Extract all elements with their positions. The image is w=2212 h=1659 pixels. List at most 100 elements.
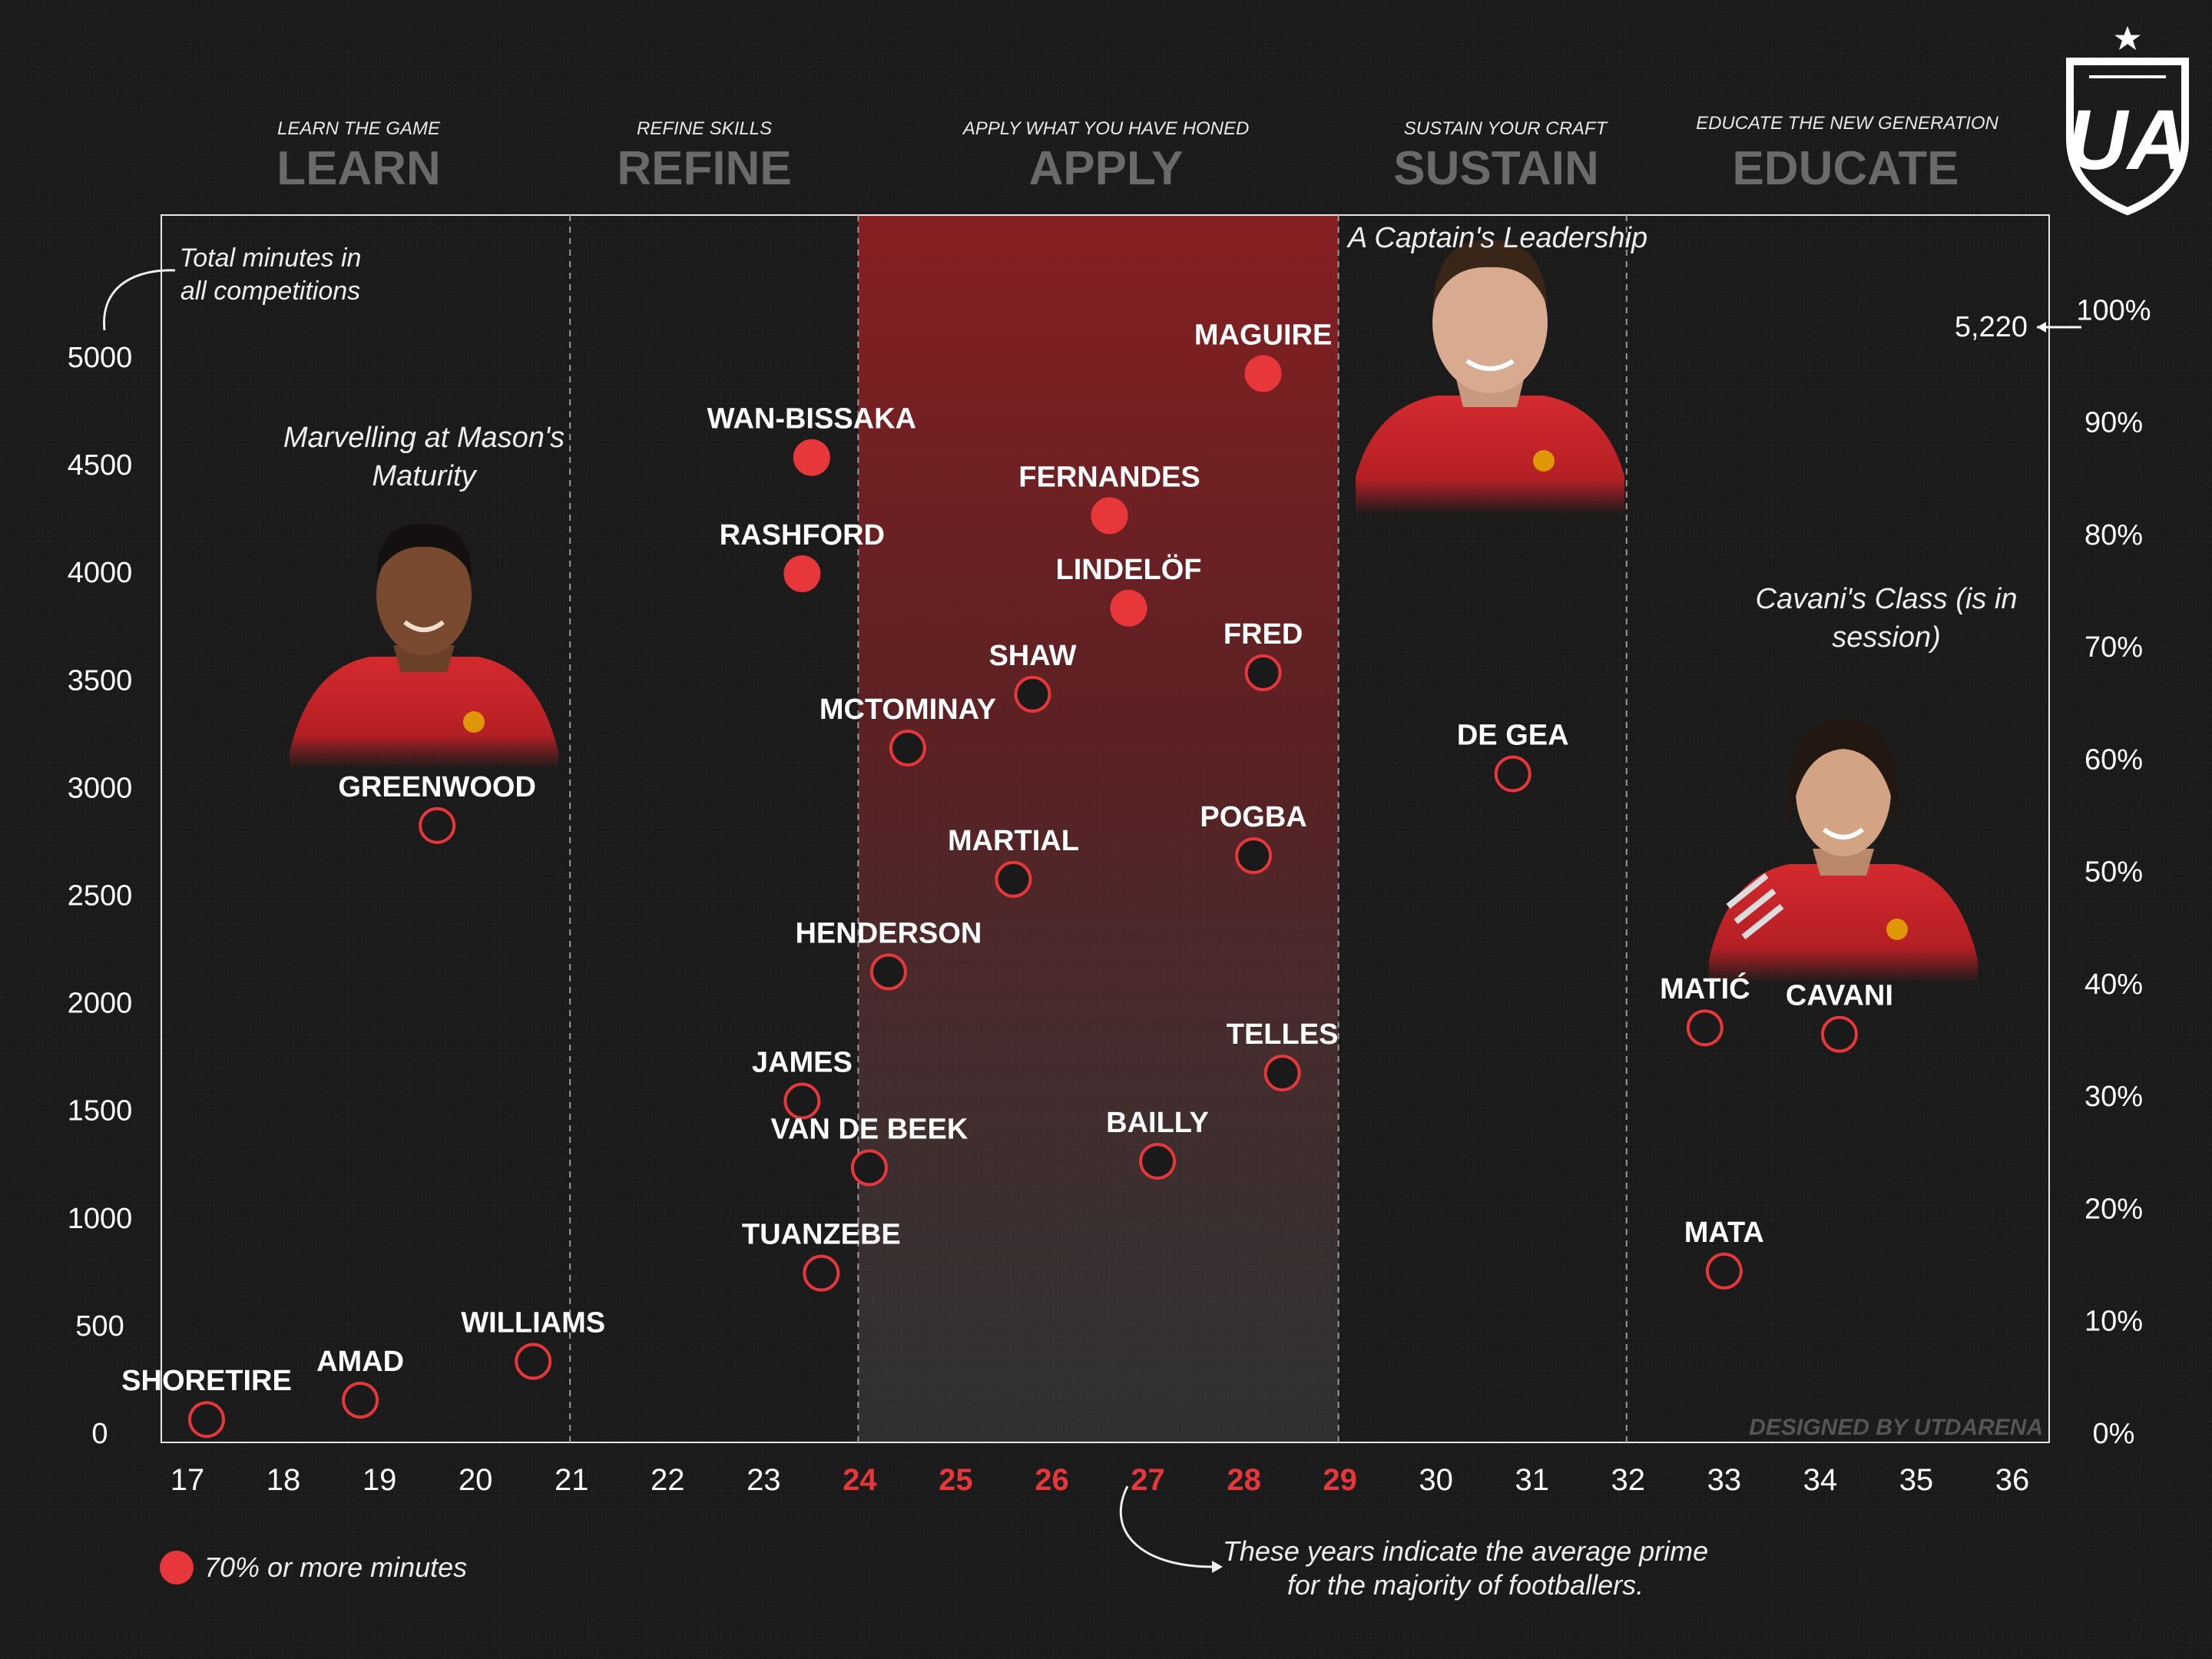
greenwood-caption-line2: Maturity bbox=[372, 460, 477, 492]
phase-title-educate: EDUCATE bbox=[1732, 142, 1959, 195]
y-tick-label: 2500 bbox=[68, 880, 133, 912]
point-marker[interactable] bbox=[1820, 1015, 1858, 1053]
point-marker-high[interactable] bbox=[1244, 355, 1282, 392]
player-point[interactable]: POGBA bbox=[1200, 801, 1307, 875]
x-tick-label: 28 bbox=[1227, 1463, 1261, 1497]
player-point[interactable]: FRED bbox=[1224, 618, 1303, 691]
point-marker[interactable] bbox=[1235, 837, 1273, 875]
point-label: TELLES bbox=[1227, 1018, 1339, 1051]
y-axis-note-line1: Total minutes in bbox=[180, 243, 362, 273]
phase-subtitle-apply: APPLY WHAT YOU HAVE HONED bbox=[962, 118, 1250, 139]
player-point[interactable]: TELLES bbox=[1227, 1018, 1339, 1092]
point-marker[interactable] bbox=[1263, 1055, 1301, 1092]
y-tick-label: 1500 bbox=[68, 1095, 133, 1128]
x-tick-label: 29 bbox=[1323, 1463, 1357, 1497]
y-tick-label: 3000 bbox=[68, 772, 133, 804]
player-point[interactable]: GREENWOOD bbox=[338, 771, 536, 844]
player-point[interactable]: MATA bbox=[1684, 1217, 1764, 1290]
y2-tick-label: 50% bbox=[2085, 856, 2143, 889]
y-axis-note: Total minutes in all competitions bbox=[103, 243, 362, 331]
player-point[interactable]: SHORETIRE bbox=[121, 1365, 292, 1439]
point-label: AMAD bbox=[316, 1346, 404, 1378]
point-marker[interactable] bbox=[419, 806, 456, 844]
player-point[interactable]: LINDELÖF bbox=[1056, 553, 1202, 627]
point-label: RASHFORD bbox=[720, 519, 885, 551]
point-marker-high[interactable] bbox=[783, 555, 821, 593]
player-point[interactable]: MARTIAL bbox=[948, 825, 1079, 898]
player-point[interactable]: MCTOMINAY bbox=[820, 694, 996, 767]
point-marker[interactable] bbox=[342, 1381, 379, 1419]
y-tick-label: 3500 bbox=[68, 664, 133, 697]
point-marker[interactable] bbox=[869, 953, 907, 991]
max-minutes-label: 5,220 bbox=[1955, 311, 2028, 343]
greenwood-portrait bbox=[290, 523, 558, 768]
player-point[interactable]: CAVANI bbox=[1786, 980, 1893, 1053]
player-point[interactable]: AMAD bbox=[316, 1346, 404, 1419]
player-point[interactable]: WAN-BISSAKA bbox=[707, 403, 916, 476]
y2-tick-label: 0% bbox=[2093, 1418, 2135, 1450]
point-marker-high[interactable] bbox=[793, 439, 830, 476]
x-tick-label: 18 bbox=[267, 1463, 301, 1497]
greenwood-caption-line1: Marvelling at Mason's bbox=[283, 422, 565, 454]
x-tick-label: 27 bbox=[1131, 1463, 1165, 1497]
point-label: JAMES bbox=[752, 1046, 853, 1078]
y-tick-label: 4000 bbox=[68, 557, 133, 589]
phase-subtitle-refine: REFINE SKILLS bbox=[637, 118, 772, 139]
y-axis-note-arrow bbox=[103, 269, 176, 331]
x-tick-label: 24 bbox=[843, 1463, 877, 1497]
y2-tick-label: 40% bbox=[2085, 969, 2143, 1001]
player-point[interactable]: MATIĆ bbox=[1660, 972, 1750, 1047]
point-marker[interactable] bbox=[1014, 675, 1051, 713]
player-point[interactable]: HENDERSON bbox=[795, 917, 982, 991]
player-point[interactable]: MAGUIRE bbox=[1194, 319, 1332, 392]
cavani-caption-line1: Cavani's Class (is in bbox=[1756, 583, 2018, 615]
point-marker[interactable] bbox=[1494, 755, 1532, 793]
prime-note-arrow bbox=[1119, 1485, 1214, 1568]
x-tick-label: 19 bbox=[363, 1463, 397, 1497]
max-minutes-marker: 5,220 bbox=[1955, 311, 2081, 343]
prime-note: These years indicate the average prime f… bbox=[1119, 1485, 1708, 1601]
x-tick-label: 25 bbox=[939, 1463, 973, 1497]
point-marker[interactable] bbox=[889, 729, 926, 767]
player-point[interactable]: TUANZEBE bbox=[742, 1219, 901, 1292]
point-label: HENDERSON bbox=[795, 917, 982, 949]
utdarena-logo: UA bbox=[2066, 25, 2189, 216]
player-point[interactable]: WILLIAMS bbox=[461, 1307, 605, 1380]
point-label: MATA bbox=[1684, 1217, 1764, 1249]
player-point[interactable]: FERNANDES bbox=[1018, 461, 1200, 535]
y-axis-ticks: 0 500 1000 1500 2000 2500 3000 3500 4000 4500 5000 bbox=[68, 342, 133, 1450]
y-tick-label: 1000 bbox=[68, 1203, 133, 1235]
maguire-caption: A Captain's Leadership bbox=[1346, 222, 1647, 254]
player-point[interactable]: BAILLY bbox=[1106, 1107, 1209, 1180]
phase-boundaries bbox=[569, 215, 1628, 1442]
player-point[interactable]: VAN DE BEEK bbox=[770, 1113, 969, 1187]
phase-subtitle-sustain: SUSTAIN YOUR CRAFT bbox=[1404, 118, 1609, 139]
point-marker-high[interactable] bbox=[1091, 497, 1128, 535]
phase-title-refine: REFINE bbox=[617, 142, 791, 195]
point-marker[interactable] bbox=[1705, 1252, 1743, 1290]
player-point[interactable]: RASHFORD bbox=[720, 519, 885, 593]
point-marker[interactable] bbox=[995, 860, 1032, 898]
point-marker[interactable] bbox=[783, 1082, 821, 1120]
point-marker-high[interactable] bbox=[1110, 589, 1147, 627]
player-point[interactable]: DE GEA bbox=[1457, 720, 1569, 793]
player-point[interactable]: JAMES bbox=[752, 1046, 853, 1120]
y2-tick-label: 90% bbox=[2085, 407, 2143, 439]
point-label: SHORETIRE bbox=[121, 1365, 292, 1397]
phase-title-learn: LEARN bbox=[276, 142, 441, 195]
x-tick-label: 35 bbox=[1899, 1463, 1934, 1497]
point-marker[interactable] bbox=[1686, 1009, 1724, 1047]
y2-tick-label: 30% bbox=[2085, 1081, 2143, 1113]
point-marker[interactable] bbox=[188, 1401, 226, 1439]
y-tick-label: 5000 bbox=[68, 342, 133, 374]
point-marker[interactable] bbox=[1139, 1142, 1177, 1180]
point-marker[interactable] bbox=[850, 1149, 888, 1187]
player-point[interactable]: SHAW bbox=[988, 640, 1077, 713]
point-marker[interactable] bbox=[515, 1343, 552, 1380]
x-tick-label: 30 bbox=[1419, 1463, 1453, 1497]
point-marker[interactable] bbox=[1244, 654, 1282, 691]
player-points: SHORETIRE AMAD WILLIAMS GREENWOOD WAN-BISSAK… bbox=[121, 319, 1893, 1439]
point-label: WILLIAMS bbox=[461, 1307, 605, 1339]
point-marker[interactable] bbox=[803, 1254, 840, 1292]
